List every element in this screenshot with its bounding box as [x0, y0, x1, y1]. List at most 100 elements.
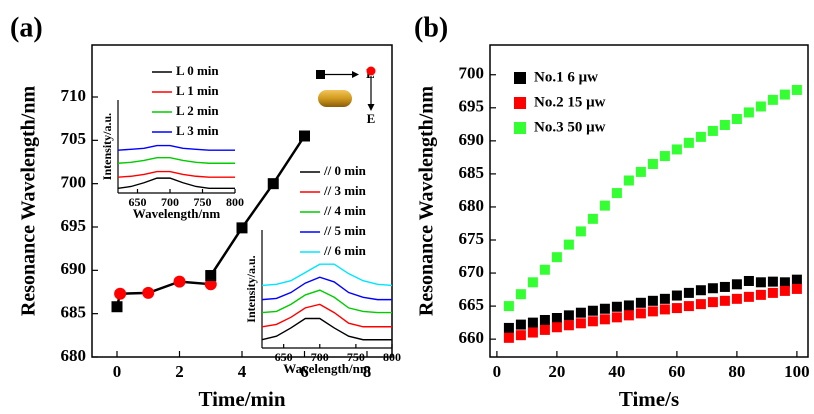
y-tick-label: 685 [61, 303, 87, 322]
point [780, 286, 790, 296]
point [636, 298, 646, 308]
point [744, 107, 754, 117]
legend-label: L 1 min [176, 83, 219, 98]
point [696, 132, 706, 142]
legend-label: No.1 6 μw [534, 69, 598, 85]
legend-marker [514, 97, 526, 109]
point [744, 276, 754, 286]
point [696, 299, 706, 309]
series-line [262, 277, 392, 299]
x-tick-label: 2 [175, 362, 184, 381]
point [720, 120, 730, 130]
legend-label: L 3 min [176, 123, 219, 138]
y-tick-label: 710 [61, 86, 87, 105]
point [552, 252, 562, 262]
point [612, 312, 622, 322]
legend-label: No.3 50 μw [534, 119, 606, 135]
point [660, 294, 670, 304]
point [684, 288, 694, 298]
point [648, 296, 658, 306]
point [612, 302, 622, 312]
x-tick-label: 0 [113, 362, 122, 381]
point [708, 126, 718, 136]
x-tick-label: 800 [383, 350, 401, 364]
x-tick-label: 40 [608, 362, 625, 381]
y-axis-label: Intensity/a.u. [100, 113, 114, 180]
point [792, 275, 802, 285]
y-tick-label: 700 [61, 173, 87, 192]
y-tick-label: 680 [459, 196, 485, 215]
point [672, 303, 682, 313]
point [540, 315, 550, 325]
point [504, 301, 514, 311]
nanorod [318, 90, 352, 107]
x-tick-label: 60 [668, 362, 685, 381]
legend-label: No.2 15 μw [534, 94, 606, 110]
point [552, 313, 562, 323]
x-axis-label: Time/min [198, 387, 285, 411]
point [112, 301, 123, 312]
y-tick-label: 700 [459, 64, 485, 83]
y-axis-label: Resonance Wavelength/nm [18, 86, 40, 317]
x-axis-label: Wavelength/nm [283, 361, 371, 376]
point [299, 131, 310, 142]
point [600, 304, 610, 314]
point [636, 308, 646, 318]
legend-marker [514, 72, 526, 84]
point [708, 283, 718, 293]
point [564, 320, 574, 330]
point [624, 310, 634, 320]
point [636, 167, 646, 177]
point [792, 284, 802, 294]
point [516, 320, 526, 330]
point [756, 101, 766, 111]
series-line [118, 146, 235, 151]
point [732, 114, 742, 124]
point [600, 201, 610, 211]
point [516, 289, 526, 299]
point [768, 277, 778, 287]
y-tick-label: 675 [459, 229, 485, 248]
x-tick-label: 4 [238, 362, 247, 381]
series-line [118, 178, 235, 188]
point [174, 276, 186, 288]
point [732, 279, 742, 289]
y-tick-label: 705 [61, 129, 87, 148]
point [576, 308, 586, 318]
y-tick-label: 690 [61, 259, 87, 278]
point [684, 138, 694, 148]
point [684, 301, 694, 311]
point [504, 323, 514, 333]
point [564, 310, 574, 320]
y-tick-label: 695 [459, 97, 485, 116]
legend-label: // 3 min [323, 183, 367, 198]
arrow-head [352, 71, 359, 78]
point [768, 288, 778, 298]
point [708, 297, 718, 307]
point [516, 330, 526, 340]
legend-label: // 0 min [323, 163, 367, 178]
legend-label: L 2 min [176, 103, 219, 118]
figure: E E 02468680685690695700705710Time/minRe… [0, 0, 814, 414]
point [600, 314, 610, 324]
point [552, 322, 562, 332]
circle-icon [367, 67, 376, 76]
point [672, 144, 682, 154]
point [660, 151, 670, 161]
point [528, 318, 538, 328]
legend-marker [514, 122, 526, 134]
series-line [118, 172, 235, 178]
y-tick-label: 660 [459, 328, 485, 347]
x-tick-label: 800 [226, 195, 244, 209]
point [648, 159, 658, 169]
polarization-icon: E E [316, 66, 376, 126]
point [540, 265, 550, 275]
point [756, 290, 766, 300]
panel-label: (b) [414, 12, 448, 43]
point [756, 277, 766, 287]
point [576, 226, 586, 236]
x-axis-label: Time/s [619, 387, 679, 411]
x-tick-label: 20 [548, 362, 565, 381]
y-axis-label: Intensity/a.u. [244, 255, 258, 322]
legend-label: L 0 min [176, 63, 219, 78]
